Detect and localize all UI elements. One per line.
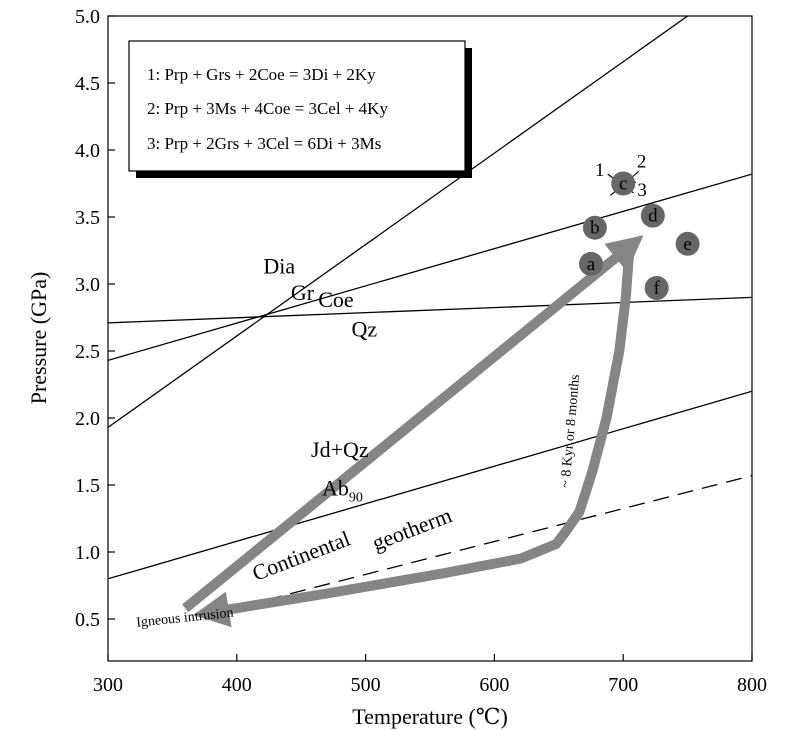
x-tick-label: 400 [222,674,252,696]
axes: 300 400 500 600 700 800 0.5 1.0 1.5 2.0 2.5 3.0 3.5 4… [75,6,767,696]
y-tick-label: 4.5 [75,73,100,95]
plot-frame [107,15,753,662]
sample-label: d [648,206,658,227]
x-axis-title: Temperature (℃) [352,704,508,729]
y-tick-label: 3.5 [75,207,100,229]
legend-entry: 1: Prp + Grs + 2Coe = 3Di + 2Ky [147,65,376,84]
sample-label: f [654,278,661,299]
annotation-label: Ab90 [322,476,363,506]
series-line [108,390,752,580]
y-tick-label: 0.5 [75,609,100,631]
annotation-label: geotherm [369,502,456,555]
reaction-number-label: 1 [595,160,605,181]
sample-label: a [587,254,596,275]
sample-dot [640,203,665,228]
series-line [108,173,752,362]
y-tick-label: 2.5 [75,341,100,363]
x-tick-label: 700 [608,674,638,696]
y-tick-label: 4.0 [75,140,100,162]
annotation-label: Qz [351,316,377,341]
series-line [108,16,688,428]
sample-dot [611,171,636,196]
pt-path [182,235,644,613]
sample-dot [579,251,603,276]
annotation-label: Coe [318,287,353,312]
x-tick-label: 800 [737,674,767,696]
y-tick-label: 1.0 [75,542,100,564]
legend: 1: Prp + Grs + 2Coe = 3Di + 2Ky 2: Prp +… [128,40,472,178]
reaction-number-label: 2 [637,151,647,172]
annotation-label: ~ 8 Kyr or 8 months [558,374,583,489]
y-tick-label: 5.0 [75,6,100,28]
annotation-label: Continental [249,526,354,586]
annotation-label: Jd+Qz [311,437,369,462]
sample-dot [675,231,700,256]
legend-box [128,40,466,172]
sample-label: c [619,174,627,195]
sample-label: e [683,234,691,255]
x-tick-label: 600 [479,674,509,696]
pt-paths [182,235,644,628]
y-tick-label: 2.0 [75,408,100,430]
pt-path [193,246,635,628]
x-tick-label: 500 [351,674,381,696]
y-axis-title: Pressure (GPa) [26,272,51,405]
sample-dot [644,276,669,301]
y-tick-label: 1.5 [75,475,100,497]
reaction-number-label: 3 [637,180,647,201]
annotation-label: Gr [291,280,315,305]
x-tick-label: 300 [93,674,123,696]
annotation-label: Dia [263,253,295,278]
sample-points: ab cd e f 1 2 3 [579,151,700,301]
legend-entry: 2: Prp + 3Ms + 4Coe = 3Cel + 4Ky [147,99,388,118]
reaction-lines [108,16,752,613]
series-line [217,474,752,613]
y-tick-label: 3.0 [75,274,100,296]
series-line [108,296,752,324]
sample-label: b [590,218,600,239]
sample-dot [582,215,607,240]
annotation-label: Igneous intrusion [136,606,235,631]
legend-entry: 3: Prp + 2Grs + 3Cel = 6Di + 3Ms [147,134,381,153]
